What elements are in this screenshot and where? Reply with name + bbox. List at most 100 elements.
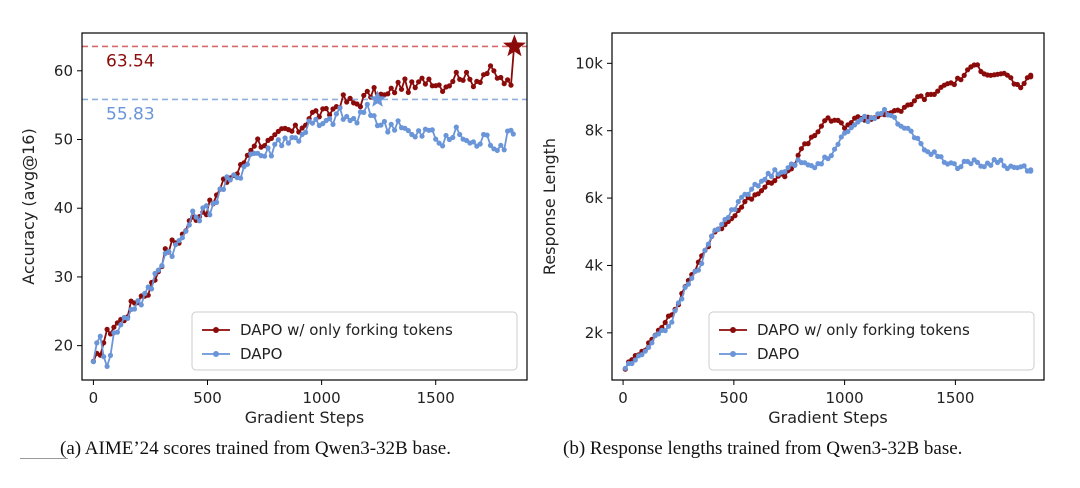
data-point [398, 86, 405, 92]
data-point [931, 149, 937, 155]
x-tick-label: 1000 [826, 389, 864, 407]
data-point [450, 78, 456, 85]
data-point [166, 248, 172, 255]
data-point [477, 79, 483, 85]
data-point [501, 81, 507, 87]
data-point [265, 145, 271, 151]
data-point [385, 129, 391, 135]
data-point [433, 136, 439, 142]
data-point [344, 99, 350, 105]
data-point [782, 169, 788, 175]
data-point [340, 92, 346, 98]
data-point [981, 164, 987, 170]
data-point [898, 108, 904, 114]
legend-label: DAPO w/ only forking tokens [757, 321, 970, 339]
data-point [179, 235, 185, 241]
data-point [755, 191, 761, 197]
data-point [347, 95, 353, 101]
data-point [695, 267, 702, 273]
data-point [282, 135, 288, 141]
data-point [477, 141, 483, 147]
reference-label: 63.54 [106, 51, 155, 71]
y-tick-label: 20 [54, 337, 73, 355]
data-point [665, 323, 672, 329]
data-point [107, 352, 114, 358]
data-point [412, 85, 418, 91]
data-point [491, 68, 497, 74]
data-point [845, 128, 851, 135]
data-point [169, 253, 175, 259]
data-point [745, 191, 751, 197]
caption-b: (b) Response lengths trained from Qwen3-… [563, 438, 963, 459]
star-marker [369, 90, 387, 107]
data-point [111, 324, 117, 330]
y-tick-label: 2k [585, 324, 604, 342]
y-tick-label: 4k [585, 256, 604, 274]
data-point [672, 308, 678, 314]
data-point [782, 174, 788, 180]
data-point [865, 118, 871, 125]
data-point [1008, 75, 1014, 81]
data-point [918, 93, 924, 99]
x-tick-label: 1500 [417, 389, 455, 407]
data-point [392, 127, 398, 133]
data-point [419, 133, 425, 139]
data-point [505, 77, 511, 83]
data-point [1028, 74, 1034, 80]
data-point [207, 197, 213, 203]
x-tick-label: 0 [618, 389, 628, 407]
data-point [494, 147, 500, 153]
y-tick-label: 8k [585, 122, 604, 140]
data-point [1014, 81, 1021, 88]
data-point [275, 137, 281, 143]
data-point [915, 135, 921, 141]
data-point [669, 319, 675, 325]
data-point [285, 140, 292, 146]
data-point [825, 156, 831, 162]
data-point [642, 348, 648, 354]
data-point [918, 141, 924, 147]
y-tick-label: 30 [54, 268, 73, 286]
data-point [961, 72, 967, 78]
data-point [453, 124, 459, 130]
data-point [891, 114, 898, 120]
data-point [97, 333, 103, 339]
data-point [772, 167, 778, 173]
data-point [1028, 168, 1034, 174]
data-point [765, 170, 771, 176]
data-point [649, 340, 655, 346]
data-point [1021, 163, 1027, 169]
data-point [292, 135, 298, 141]
data-point [422, 81, 428, 87]
data-point [629, 360, 635, 367]
legend-box [708, 311, 1035, 371]
data-point [795, 152, 801, 158]
data-point [309, 120, 316, 126]
data-point [951, 81, 957, 88]
data-point [227, 177, 233, 183]
data-point [231, 172, 237, 178]
data-point [484, 132, 490, 138]
caption-a: (a) AIME’24 scores trained from Qwen3-32… [60, 438, 451, 459]
data-point [832, 146, 838, 152]
data-point [510, 131, 516, 137]
legend-swatch-marker [730, 351, 736, 357]
data-point [655, 331, 662, 337]
data-point [238, 175, 244, 181]
data-point [405, 89, 411, 95]
data-point [812, 165, 818, 171]
data-point [388, 85, 394, 91]
data-point [702, 247, 708, 253]
data-point [385, 91, 391, 97]
data-point [289, 128, 295, 134]
data-point [416, 79, 422, 85]
data-point [842, 125, 848, 131]
data-point [395, 118, 401, 124]
data-point [196, 218, 203, 224]
x-tick-label: 1500 [936, 389, 974, 407]
data-point [735, 199, 741, 205]
data-point [968, 161, 974, 167]
y-tick-label: 10k [575, 54, 603, 72]
x-axis-title: Gradient Steps [245, 408, 365, 427]
data-point [732, 206, 738, 213]
